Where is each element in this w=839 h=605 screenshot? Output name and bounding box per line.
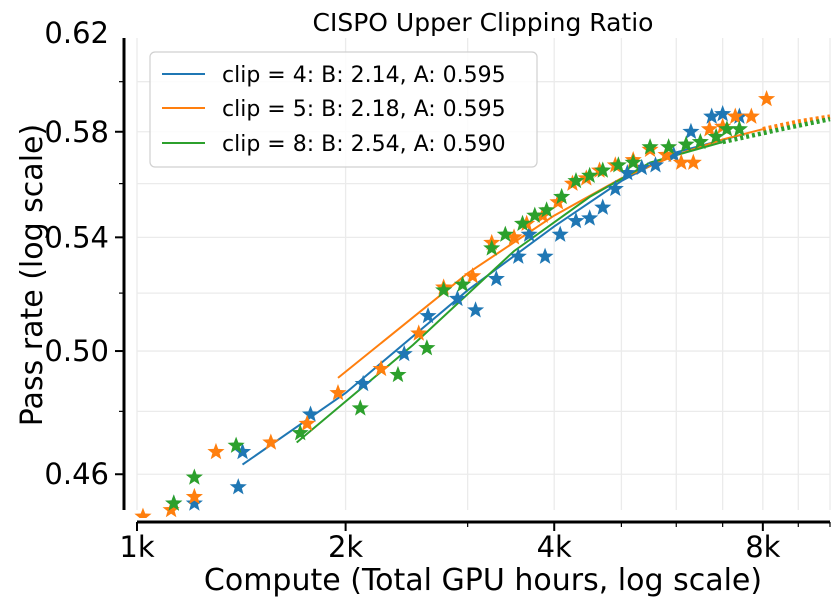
series-1-point xyxy=(567,212,585,229)
series-1-point xyxy=(646,156,665,173)
series-2-point xyxy=(672,153,690,170)
series-3-point xyxy=(718,120,736,137)
series-3-point xyxy=(454,275,472,292)
series-1-point xyxy=(581,209,599,226)
legend-label-clip-5: clip = 5: B: 2.18, A: 0.595 xyxy=(222,97,506,122)
y-tick-label: 0.54 xyxy=(44,220,109,254)
data-points xyxy=(134,90,776,518)
series-3-fit-line xyxy=(296,141,723,444)
series-1-point xyxy=(487,269,505,287)
series-3-point xyxy=(707,127,725,145)
series-3-point xyxy=(538,201,556,218)
series-1-point xyxy=(395,345,413,362)
x-tick-label: 8k xyxy=(745,530,780,564)
series-1-point xyxy=(229,478,247,495)
series-2-point xyxy=(134,507,152,518)
series-2-point xyxy=(262,433,280,450)
series-3-point xyxy=(165,494,183,511)
series-1-point xyxy=(703,107,721,124)
y-axis-ticks: 0.46 0.50 0.54 0.58 0.62 xyxy=(44,16,124,491)
series-2-point xyxy=(505,228,523,245)
series-2-point xyxy=(298,414,316,431)
legend-label-clip-8: clip = 8: B: 2.54, A: 0.590 xyxy=(222,132,506,157)
series-2-point xyxy=(700,120,719,137)
series-2-point xyxy=(742,107,760,124)
series-2-point xyxy=(684,153,702,170)
series-1-point xyxy=(233,442,252,460)
x-tick-label: 1k xyxy=(119,530,154,564)
series-3-point xyxy=(677,135,695,152)
y-axis-label: Pass rate (log scale) xyxy=(15,124,50,426)
series-3-point xyxy=(483,239,501,256)
series-1-point xyxy=(185,494,203,511)
series-2-point xyxy=(207,442,225,460)
series-1-point xyxy=(448,289,466,307)
series-1-point xyxy=(419,307,437,324)
series-3-point xyxy=(418,339,436,356)
legend: clip = 4: B: 2.14, A: 0.595 clip = 5: B:… xyxy=(149,51,538,168)
series-3-point xyxy=(641,138,659,155)
y-tick-label: 0.46 xyxy=(44,457,109,491)
series-3-point xyxy=(526,206,544,223)
series-3-point xyxy=(567,171,585,189)
series-2-point xyxy=(185,487,203,505)
series-2-extrapolated-line xyxy=(762,114,831,132)
series-1-point xyxy=(467,301,485,318)
series-1-point xyxy=(682,122,700,140)
series-2-point xyxy=(410,324,428,341)
series-1-point xyxy=(509,247,527,264)
series-2-point xyxy=(714,117,732,134)
legend-box xyxy=(149,51,538,168)
series-3-point xyxy=(435,281,453,298)
series-3-point xyxy=(660,138,678,155)
y-tick-label: 0.50 xyxy=(44,334,109,368)
series-3-point xyxy=(496,225,514,242)
series-3-point xyxy=(351,399,369,416)
series-2-point xyxy=(162,501,180,518)
series-3-extrapolated-line xyxy=(722,116,831,145)
series-3-point xyxy=(389,365,407,383)
chart-title: CISPO Upper Clipping Ratio xyxy=(313,8,654,37)
series-3-point xyxy=(624,153,642,170)
series-2-point xyxy=(329,384,347,401)
series-3-point xyxy=(227,436,245,453)
series-3-point xyxy=(730,120,748,137)
series-3-point xyxy=(185,468,203,485)
series-1-point xyxy=(606,179,624,197)
series-3-point xyxy=(609,156,627,173)
series-3-point xyxy=(594,161,612,178)
series-3-point xyxy=(581,166,599,183)
series-1-point xyxy=(594,198,612,215)
series-3-point xyxy=(553,187,571,205)
series-2-point xyxy=(657,145,675,163)
series-2-point xyxy=(372,359,390,377)
legend-label-clip-4: clip = 4: B: 2.14, A: 0.595 xyxy=(222,63,506,88)
series-1-point xyxy=(536,247,554,264)
series-3-point xyxy=(691,132,709,150)
series-1-point xyxy=(551,225,569,242)
series-1-point xyxy=(354,374,372,392)
series-1-point xyxy=(520,225,538,242)
series-1-point xyxy=(618,164,636,181)
series-3-point xyxy=(291,424,309,441)
series-3-point xyxy=(513,214,532,231)
series-1-point xyxy=(301,405,320,422)
series-1-point xyxy=(633,158,651,176)
x-tick-label: 4k xyxy=(537,530,572,564)
series-2-point xyxy=(726,107,744,124)
y-tick-label: 0.58 xyxy=(44,115,109,149)
x-axis-ticks: 1k 2k 4k 8k xyxy=(119,522,831,564)
fit-lines xyxy=(241,114,831,466)
series-2-point xyxy=(758,90,776,107)
y-tick-label: 0.62 xyxy=(44,16,109,50)
series-2-point xyxy=(464,267,482,284)
x-tick-label: 2k xyxy=(328,530,363,564)
series-1-point xyxy=(714,105,732,122)
x-axis-label: Compute (Total GPU hours, log scale) xyxy=(204,563,762,598)
